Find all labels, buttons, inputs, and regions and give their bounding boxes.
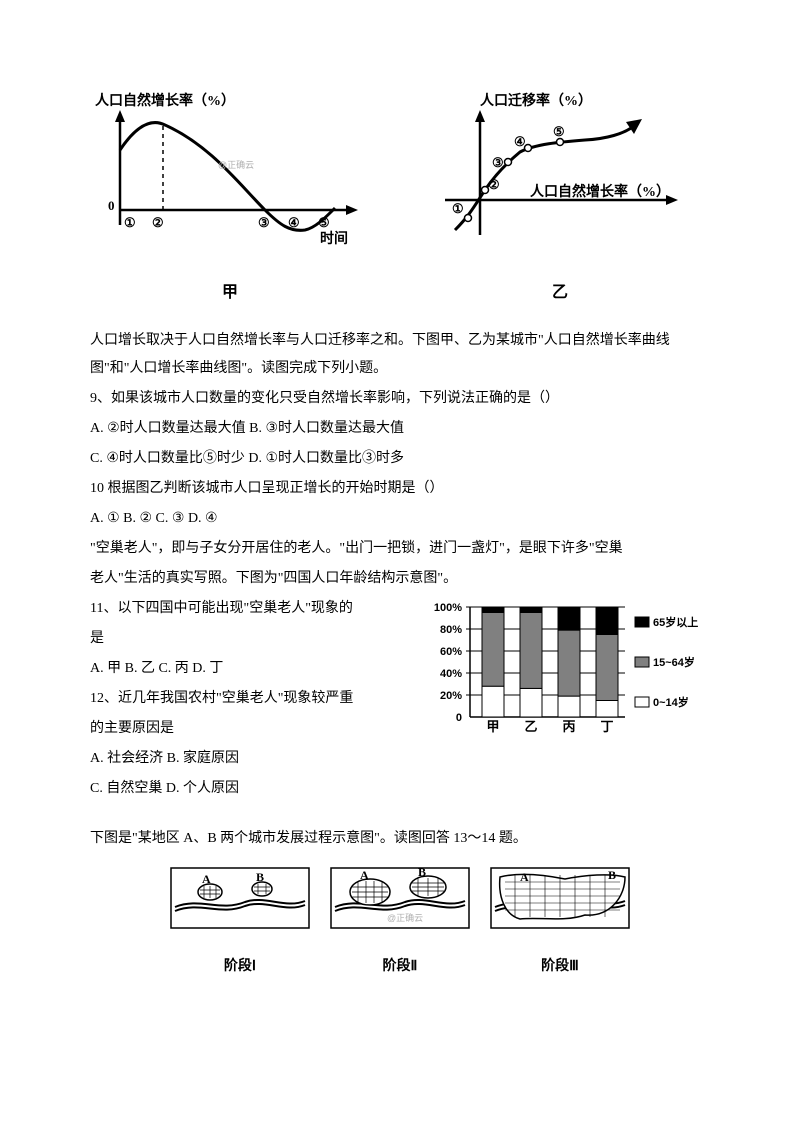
chart-jia-zero: 0 — [108, 198, 115, 213]
chart-jia-xlabel: 时间 — [320, 230, 348, 247]
stage3-A: A — [520, 870, 529, 884]
stage-3: A B 阶段Ⅲ — [490, 867, 630, 981]
chart-jia-label: 甲 — [90, 277, 380, 309]
stage-1-svg: A B — [170, 867, 310, 937]
stage1-B: B — [256, 870, 264, 884]
chart-yi-p2: ② — [488, 177, 500, 192]
chart-yi-p3: ③ — [492, 155, 504, 170]
q9-opt-ab: A. ②时人口数量达最大值 B. ③时人口数量达最大值 — [90, 415, 710, 443]
ytick-80: 80% — [440, 624, 462, 636]
chart-yi: 人口迁移率（%） ① ② ③ ④ ⑤ 人口自然增长率（%） 乙 — [420, 90, 710, 309]
chart-jia-x1: ① — [124, 215, 136, 230]
age-cat-1: 乙 — [524, 719, 537, 734]
ytick-60: 60% — [440, 646, 462, 658]
q9-stem: 9、如果该城市人口数量的变化只受自然增长率影响，下列说法正确的是（） — [90, 385, 710, 413]
stage-2-svg: A B @正确云 — [330, 867, 470, 937]
ytick-40: 40% — [440, 668, 462, 680]
stage-3-svg: A B — [490, 867, 630, 937]
chart-jia-x5: ⑤ — [318, 215, 330, 230]
age-cat-3: 丁 — [600, 719, 613, 734]
stage2-B: B — [418, 867, 426, 879]
top-charts-row: 人口自然增长率（%） 0 ① ② ③ ④ ⑤ 时间 @正确云 甲 人口迁移率（%… — [90, 90, 710, 309]
dev-intro: 下图是"某地区 A、B 两个城市发展过程示意图"。读图回答 13～14 题。 — [90, 825, 710, 853]
stage-1-label: 阶段Ⅰ — [170, 953, 310, 981]
intro-text: 人口增长取决于人口自然增长率与人口迁移率之和。下图甲、乙为某城市"人口自然增长率… — [90, 327, 710, 383]
stage1-A: A — [202, 872, 211, 886]
ytick-100: 100% — [434, 602, 462, 614]
stage-1: A B 阶段Ⅰ — [170, 867, 310, 981]
stage-3-label: 阶段Ⅲ — [490, 953, 630, 981]
q10-opts: A. ① B. ② C. ③ D. ④ — [90, 505, 710, 533]
chart-yi-ylabel: 人口迁移率（%） — [480, 92, 592, 109]
legend-15-64: 15~64岁 — [653, 655, 695, 669]
stage-watermark: @正确云 — [387, 912, 423, 923]
age-cat-0: 甲 — [486, 719, 499, 734]
chart-jia-x2: ② — [152, 215, 164, 230]
chart-jia-x3: ③ — [258, 215, 270, 230]
chart-yi-svg: 人口迁移率（%） ① ② ③ ④ ⑤ 人口自然增长率（%） — [420, 90, 710, 260]
chart-yi-p1: ① — [452, 201, 464, 216]
ytick-0: 0 — [456, 712, 462, 724]
chart-yi-xlabel: 人口自然增长率（%） — [530, 183, 670, 200]
age-structure-chart: 100% 80% 60% 40% 20% 0 — [430, 599, 710, 749]
q9-opt-cd: C. ④时人口数量比⑤时少 D. ①时人口数量比③时多 — [90, 445, 710, 473]
stage-2: A B @正确云 阶段Ⅱ — [330, 867, 470, 981]
age-cat-2: 丙 — [562, 719, 575, 734]
chart-yi-p4: ④ — [514, 134, 526, 149]
chart-jia-x4: ④ — [288, 215, 300, 230]
development-stages: A B 阶段Ⅰ A B @正确云 阶段Ⅱ — [90, 867, 710, 981]
chart-yi-p5: ⑤ — [553, 124, 565, 139]
age-chart-svg: 100% 80% 60% 40% 20% 0 — [430, 599, 710, 749]
q12-opt-ab: A. 社会经济 B. 家庭原因 — [90, 745, 710, 773]
nest-intro-2: 老人"生活的真实写照。下图为"四国人口年龄结构示意图"。 — [90, 565, 710, 593]
legend-65: 65岁以上 — [653, 615, 698, 629]
stage-2-label: 阶段Ⅱ — [330, 953, 470, 981]
stage2-A: A — [360, 868, 369, 882]
chart-jia: 人口自然增长率（%） 0 ① ② ③ ④ ⑤ 时间 @正确云 甲 — [90, 90, 380, 309]
q10-stem: 10 根据图乙判断该城市人口呈现正增长的开始时期是（） — [90, 475, 710, 503]
chart-jia-watermark: @正确云 — [218, 159, 254, 170]
q12-opt-cd: C. 自然空巢 D. 个人原因 — [90, 775, 710, 803]
chart-yi-label: 乙 — [420, 277, 710, 309]
chart-jia-svg: 人口自然增长率（%） 0 ① ② ③ ④ ⑤ 时间 @正确云 — [90, 90, 380, 260]
q11-q12-section: 100% 80% 60% 40% 20% 0 — [90, 595, 710, 805]
ytick-20: 20% — [440, 690, 462, 702]
chart-jia-ylabel: 人口自然增长率（%） — [95, 92, 235, 109]
legend-0-14: 0~14岁 — [653, 695, 689, 709]
stage3-B: B — [608, 868, 616, 882]
nest-intro-1: "空巢老人"，即与子女分开居住的老人。"出门一把锁，进门一盏灯"，是眼下许多"空… — [90, 535, 710, 563]
